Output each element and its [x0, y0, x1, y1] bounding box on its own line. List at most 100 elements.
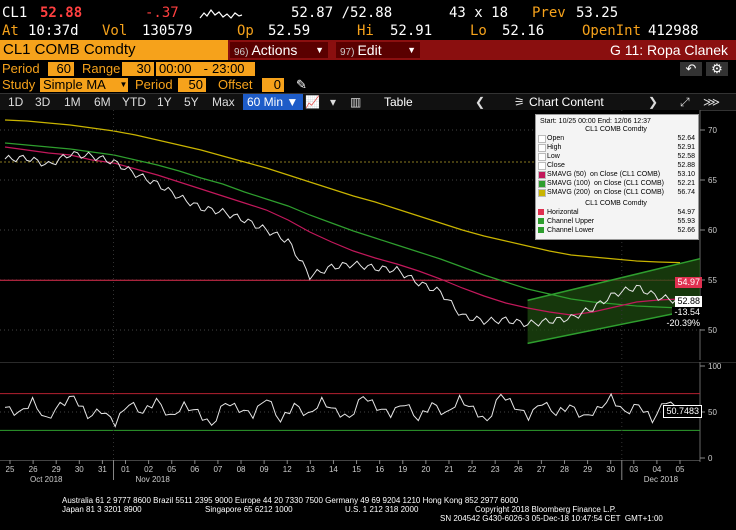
range-label: Range [82, 61, 121, 76]
x-tick-label: 29 [52, 465, 61, 474]
dropdown-icon[interactable]: ▾ [330, 95, 337, 109]
month-label: Oct 2018 [30, 475, 63, 484]
legend-row[interactable]: Channel Lower 52.66 [538, 226, 695, 235]
range-1y[interactable]: 1Y [157, 95, 172, 109]
study-label: Study [2, 77, 36, 92]
x-tick-label: 13 [306, 465, 315, 474]
legend-swatch [538, 144, 546, 152]
range-5y[interactable]: 5Y [184, 95, 199, 109]
page-title: G 11: Ropa Clanek [609, 42, 728, 58]
legend-swatch [538, 171, 546, 179]
legend-row[interactable]: Channel Upper 55.93 [538, 217, 695, 226]
range-input[interactable]: 30 [122, 62, 154, 76]
range-3d[interactable]: 3D [35, 95, 51, 109]
x-tick-label: 04 [652, 465, 661, 474]
pencil-icon[interactable]: ✎ [296, 77, 307, 92]
legend-row[interactable]: High 52.91 [538, 143, 695, 152]
legend-row[interactable]: Open 52.64 [538, 134, 695, 143]
undo-icon[interactable]: ↶ [680, 62, 702, 76]
x-tick-label: 28 [560, 465, 569, 474]
table-button[interactable]: Table [384, 95, 413, 109]
time-separator: - [199, 62, 211, 76]
period-input[interactable]: 60 [48, 62, 74, 76]
legend-row[interactable]: SMAVG (50) on Close (CL1 COMB) 53.10 [538, 170, 695, 179]
high-price: 52.91 [390, 23, 433, 39]
x-tick-label: 25 [6, 465, 15, 474]
close-line [4, 151, 681, 328]
legend-swatch [538, 135, 546, 143]
chevron-double-down-icon[interactable]: ⋙ [703, 95, 721, 109]
offset-input[interactable]: 0 [262, 78, 284, 92]
prev-label: Prev [532, 5, 566, 21]
legend-value: 52.64 [677, 135, 695, 142]
fullscreen-icon[interactable]: ⤢ [680, 95, 690, 109]
month-label: Dec 2018 [644, 475, 679, 484]
actions-menu[interactable]: 96) Actions ▼ [230, 42, 328, 58]
channel-fill [527, 258, 700, 344]
x-tick-label: 06 [190, 465, 199, 474]
x-tick-label: 15 [352, 465, 361, 474]
legend-swatch [538, 209, 544, 215]
range-6m[interactable]: 6M [94, 95, 111, 109]
legend-value: 52.91 [677, 144, 695, 151]
legend-row[interactable]: Horizontal 54.97 [538, 208, 695, 217]
study-period-input[interactable]: 50 [178, 78, 206, 92]
footer-singapore: Singapore 65 6212 1000 [205, 505, 293, 514]
range-1m[interactable]: 1M [64, 95, 81, 109]
legend-name: Horizontal [547, 209, 579, 216]
sma200-line [4, 119, 681, 264]
legend-swatch [538, 180, 546, 188]
x-tick-label: 09 [260, 465, 269, 474]
chevron-down-icon: ▼ [407, 45, 416, 55]
sma50-line [4, 146, 681, 316]
line-chart-icon[interactable]: 📈 [305, 95, 320, 109]
time-to-input[interactable]: 23:00 [209, 62, 255, 76]
legend-row[interactable]: Close 52.88 [538, 161, 695, 170]
bid-ask-size: 43 x 18 [449, 5, 509, 21]
x-tick-label: 27 [537, 465, 546, 474]
range-max[interactable]: Max [212, 95, 235, 109]
legend-row[interactable]: Low 52.58 [538, 152, 695, 161]
chevron-down-icon: ▼ [315, 45, 324, 55]
rsi-chart[interactable]: 100 50 0 [0, 362, 736, 462]
price-tick-label: 50 [708, 326, 717, 335]
legend-value: 52.66 [677, 227, 695, 234]
x-tick-label: 29 [583, 465, 592, 474]
chart-content-icon[interactable]: ⚞ [514, 95, 525, 109]
time-from-input[interactable]: 00:00 [156, 62, 200, 76]
chevron-left-icon[interactable]: ❮ [475, 95, 486, 109]
last-price: 52.88 [40, 5, 83, 21]
params-row-2: Study Simple MA ▼ Period 50 Offset 0 ✎ [0, 77, 736, 93]
legend-name: Channel Upper [547, 218, 595, 225]
legend-swatch [538, 189, 546, 197]
edit-menu[interactable]: 97) Edit ▼ [336, 42, 420, 58]
price-change: -.37 [145, 5, 179, 21]
x-tick-label: 30 [606, 465, 615, 474]
footer-copyright: Copyright 2018 Bloomberg Finance L.P. [475, 505, 617, 514]
x-tick-label: 08 [237, 465, 246, 474]
legend-row[interactable]: SMAVG (200) on Close (CL1 COMB) 56.74 [538, 188, 695, 197]
settings-icon[interactable]: ⚙ [706, 62, 728, 76]
interval-select[interactable]: 60 Min ▼ [243, 94, 303, 110]
x-tick-label: 23 [491, 465, 500, 474]
legend-name: Open [547, 135, 565, 142]
rsi-value-tag: 50.7483 [663, 405, 702, 418]
horizontal-tag: 54.97 [675, 277, 702, 288]
study-select[interactable]: Simple MA [40, 78, 124, 92]
range-1d[interactable]: 1D [8, 95, 24, 109]
x-tick-label: 26 [29, 465, 38, 474]
vol-label: Vol [102, 23, 128, 39]
legend-row[interactable]: SMAVG (100) on Close (CL1 COMB) 52.21 [538, 179, 695, 188]
edit-label: Edit [357, 42, 382, 58]
security-title[interactable]: CL1 COMB Comdty [0, 40, 228, 60]
chart-content-button[interactable]: Chart Content [529, 95, 604, 109]
range-ytd[interactable]: YTD [122, 95, 146, 109]
chart-legend[interactable]: Start: 10/25 00:00 End: 12/06 12:37 CL1 … [535, 114, 699, 240]
chevron-down-icon[interactable]: ▼ [119, 78, 128, 92]
chevron-right-icon[interactable]: ❯ [648, 95, 659, 109]
rsi-tick-label: 100 [708, 362, 722, 371]
bar-chart-icon[interactable]: ▥ [350, 95, 362, 109]
x-tick-label: 31 [98, 465, 107, 474]
legend-name: High [547, 144, 562, 151]
pct-change-tag: -20.39% [664, 318, 702, 329]
